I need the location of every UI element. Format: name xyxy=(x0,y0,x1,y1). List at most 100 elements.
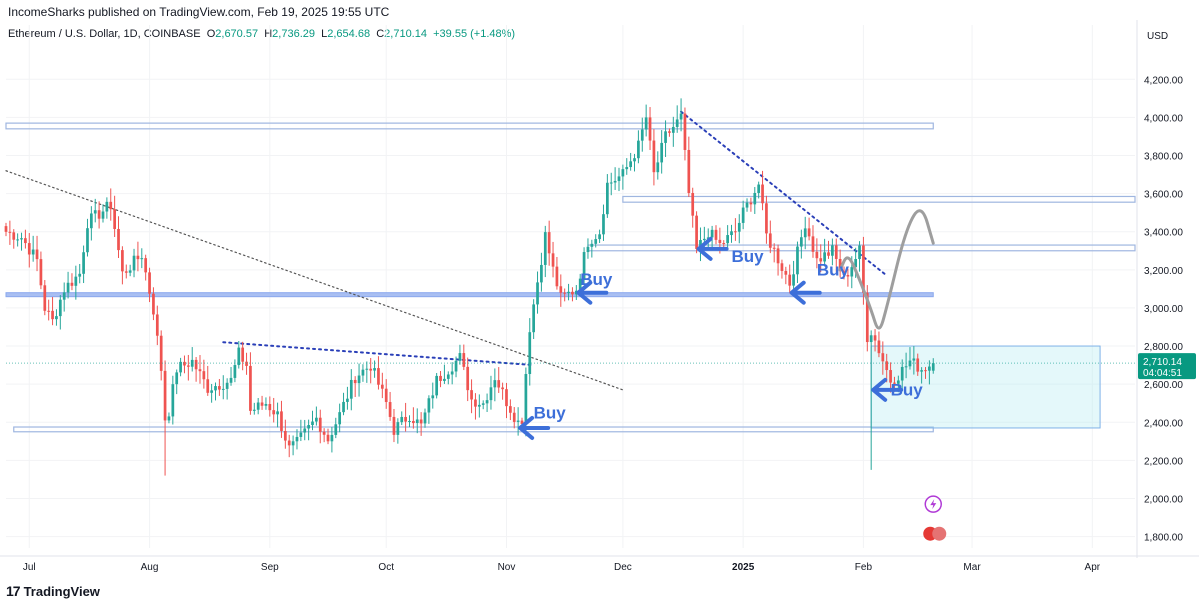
candle-body xyxy=(299,432,303,437)
candle-body xyxy=(745,202,749,208)
candle-body xyxy=(39,259,43,286)
candle-body xyxy=(629,161,632,168)
candle-body xyxy=(726,235,729,244)
high-label: H xyxy=(264,28,273,40)
candle-body xyxy=(353,379,357,384)
candle-body xyxy=(357,375,361,384)
candle-body xyxy=(361,369,365,376)
candle-body xyxy=(768,233,772,248)
candle-body xyxy=(792,274,795,286)
candle-body xyxy=(249,365,252,411)
candle-body xyxy=(322,431,326,435)
candle-body xyxy=(722,243,726,245)
candle-body xyxy=(186,365,190,367)
candle-body xyxy=(446,374,450,379)
candle-body xyxy=(807,228,811,237)
candle-body xyxy=(408,420,411,422)
y-tick-label: 2,800.00 xyxy=(1144,342,1183,353)
candle-body xyxy=(404,416,407,422)
candle-body xyxy=(423,412,427,424)
buy-label: Buy xyxy=(534,403,567,422)
candle-body xyxy=(931,363,935,371)
candle-body xyxy=(842,271,846,275)
candle-body xyxy=(283,430,287,441)
candle-body xyxy=(485,400,489,404)
candle-body xyxy=(780,263,784,271)
candle-body xyxy=(237,347,241,366)
candle-body xyxy=(516,420,520,422)
candle-body xyxy=(51,310,54,320)
y-tick-label: 3,600.00 xyxy=(1144,190,1183,201)
candle-body xyxy=(869,335,873,343)
y-tick-label: 4,200.00 xyxy=(1144,75,1183,86)
candle-body xyxy=(493,380,497,388)
candle-body xyxy=(431,395,435,399)
candle-body xyxy=(55,316,58,320)
candle-body xyxy=(815,251,819,259)
candle-body xyxy=(97,210,101,219)
candle-body xyxy=(819,258,823,262)
x-tick-label: 2025 xyxy=(732,562,755,573)
candle-body xyxy=(86,228,89,253)
candle-body xyxy=(252,409,256,411)
candle-body xyxy=(567,291,570,294)
candle-body xyxy=(912,358,916,361)
last-price-value: 2,710.14 xyxy=(1143,357,1182,368)
candle-body xyxy=(578,278,582,291)
candle-body xyxy=(613,180,617,183)
candle-body xyxy=(788,274,792,286)
candle-body xyxy=(241,347,245,362)
y-tick-label: 4,000.00 xyxy=(1144,113,1183,124)
candle-body xyxy=(12,232,16,240)
candle-body xyxy=(854,259,858,268)
candle-body xyxy=(784,270,788,275)
currency-label: USD xyxy=(1147,31,1169,42)
candle-body xyxy=(280,411,283,431)
resistance-zone-band xyxy=(622,195,1136,203)
candle-body xyxy=(369,368,373,371)
trendline xyxy=(680,110,888,277)
candle-body xyxy=(466,366,470,391)
candle-body xyxy=(796,246,799,275)
candle-body xyxy=(291,441,295,446)
candle-body xyxy=(443,378,446,381)
candle-body xyxy=(20,238,23,240)
candle-body xyxy=(35,249,39,260)
y-tick-label: 3,000.00 xyxy=(1144,304,1183,315)
candle-body xyxy=(144,258,148,273)
x-tick-label: Nov xyxy=(498,562,516,573)
y-tick-label: 3,200.00 xyxy=(1144,266,1183,277)
x-tick-label: Apr xyxy=(1085,562,1101,573)
candle-body xyxy=(218,386,221,390)
candle-body xyxy=(648,117,652,141)
tradingview-logo[interactable]: 17 TradingView xyxy=(6,583,100,599)
candle-body xyxy=(765,203,768,234)
candle-body xyxy=(458,353,462,361)
candle-body xyxy=(776,248,780,264)
candle-body xyxy=(307,425,310,429)
candle-body xyxy=(31,249,35,255)
symbol-name[interactable]: Ethereum / U.S. Dollar, 1D, COINBASE xyxy=(8,28,201,40)
x-tick-label: Aug xyxy=(141,562,159,573)
candle-body xyxy=(714,229,718,240)
candle-body xyxy=(664,131,667,143)
buy-arrow-icon xyxy=(576,280,609,305)
candle-body xyxy=(183,361,186,366)
candle-body xyxy=(318,417,322,432)
candle-body xyxy=(896,380,900,384)
candle-body xyxy=(644,117,648,130)
close-label: C xyxy=(376,28,385,40)
candle-body xyxy=(718,239,722,244)
candle-body xyxy=(811,236,815,252)
candle-body xyxy=(396,422,400,435)
candle-body xyxy=(582,252,586,279)
candle-body xyxy=(264,404,268,406)
candle-body xyxy=(245,361,248,366)
candle-body xyxy=(668,131,671,133)
projection-path xyxy=(838,209,935,330)
candle-body xyxy=(827,252,830,256)
candle-body xyxy=(159,335,163,371)
low-label: L xyxy=(321,28,328,40)
candle-body xyxy=(574,290,578,295)
